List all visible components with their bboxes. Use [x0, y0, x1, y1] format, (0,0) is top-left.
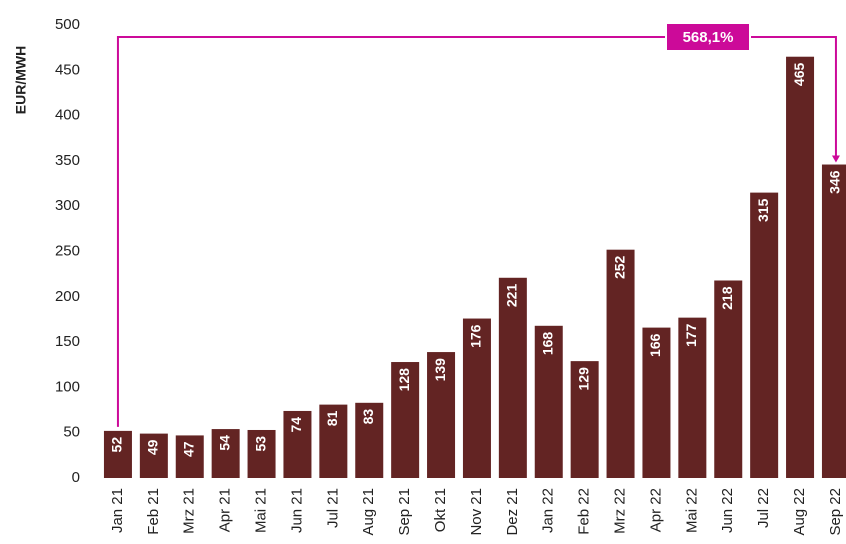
x-tick-label: Jan 21: [109, 488, 126, 533]
y-tick-label: 400: [55, 107, 80, 124]
value-label: 218: [719, 286, 735, 310]
bar: [355, 402, 384, 478]
value-label: 346: [827, 170, 843, 194]
bar: [786, 56, 815, 479]
value-label: 139: [432, 358, 448, 382]
x-tick-label: Jul 21: [324, 488, 341, 528]
x-tick-label: Feb 22: [576, 488, 593, 535]
value-label: 74: [288, 417, 304, 433]
bar: [211, 429, 240, 478]
y-tick-label: 0: [72, 469, 80, 486]
value-label: 129: [575, 367, 591, 391]
value-label: 177: [683, 323, 699, 347]
value-label: 53: [252, 436, 268, 452]
x-tick-label: Jan 22: [540, 488, 557, 533]
annotation-label: 568,1%: [683, 29, 734, 46]
x-tick-label: Mrz 22: [612, 488, 629, 534]
bar: [750, 192, 779, 479]
x-tick-label: Mai 21: [253, 488, 270, 533]
x-tick-label: Apr 21: [217, 488, 234, 532]
value-label: 52: [109, 437, 125, 453]
y-tick-label: 350: [55, 152, 80, 169]
y-tick-label: 100: [55, 378, 80, 395]
bar: [283, 410, 312, 478]
x-tick-label: Aug 22: [791, 488, 808, 536]
bar: [714, 280, 743, 478]
bar: [175, 435, 204, 478]
bar: [606, 249, 635, 478]
value-label: 81: [324, 410, 340, 426]
value-label: 315: [755, 198, 771, 222]
x-tick-label: Feb 21: [145, 488, 162, 535]
y-tick-label: 300: [55, 197, 80, 214]
bar: [139, 433, 168, 478]
x-tick-label: Mai 22: [683, 488, 700, 533]
bar: [678, 317, 707, 478]
y-tick-label: 450: [55, 61, 80, 78]
bar: [534, 325, 563, 478]
y-axis-label: EUR/MWH: [13, 46, 29, 114]
value-label: 252: [611, 255, 627, 279]
bar: [642, 327, 671, 478]
value-label: 49: [145, 439, 161, 455]
x-tick-label: Jun 22: [719, 488, 736, 533]
x-tick-label: Nov 21: [468, 488, 485, 536]
value-label: 128: [396, 368, 412, 392]
value-label: 168: [539, 332, 555, 356]
x-tick-label: Aug 21: [360, 488, 377, 536]
value-label: 47: [180, 441, 196, 457]
bar: [570, 361, 599, 478]
x-tick-label: Jul 22: [755, 488, 772, 528]
value-label: 83: [360, 409, 376, 425]
bar: [247, 429, 276, 478]
value-label: 166: [647, 333, 663, 357]
value-label: 176: [468, 324, 484, 348]
y-tick-label: 50: [63, 424, 80, 441]
y-tick-label: 200: [55, 288, 80, 305]
y-tick-label: 500: [55, 16, 80, 33]
bar: [103, 430, 132, 478]
x-tick-label: Apr 22: [647, 488, 664, 532]
annotation-arrow: [831, 155, 840, 163]
bar: [391, 362, 420, 478]
value-label: 54: [216, 435, 232, 451]
bar: [427, 352, 456, 478]
bar: [821, 164, 846, 479]
x-tick-label: Sep 22: [827, 488, 844, 536]
value-label: 465: [791, 62, 807, 86]
value-label: 221: [504, 284, 520, 308]
annotation-box: [665, 22, 751, 52]
x-tick-label: Okt 21: [432, 488, 449, 532]
x-tick-label: Jun 21: [288, 488, 305, 533]
x-tick-label: Sep 21: [396, 488, 413, 536]
bar: [319, 404, 348, 478]
x-tick-label: Dez 21: [504, 488, 521, 536]
bar: [462, 318, 491, 478]
annotation-bracket: [116, 36, 837, 427]
x-tick-label: Mrz 21: [181, 488, 198, 534]
bar: [498, 277, 527, 478]
y-tick-label: 250: [55, 242, 80, 259]
y-tick-label: 150: [55, 333, 80, 350]
